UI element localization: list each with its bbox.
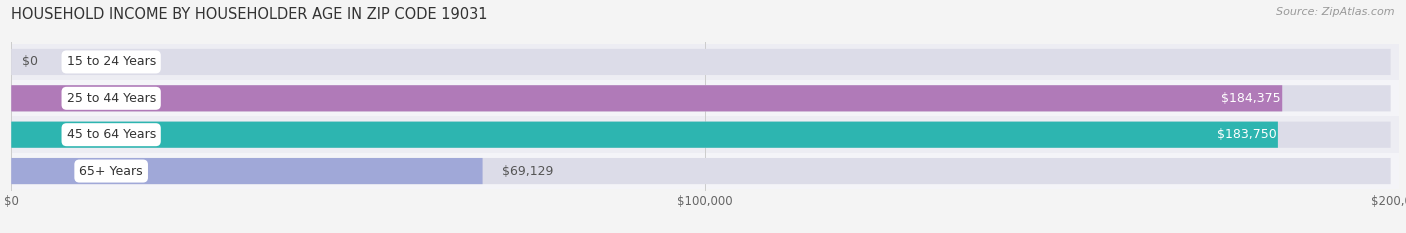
Bar xyxy=(11,80,1399,116)
FancyBboxPatch shape xyxy=(11,85,1282,111)
FancyBboxPatch shape xyxy=(11,122,1391,148)
FancyBboxPatch shape xyxy=(11,85,1391,111)
Text: $184,375: $184,375 xyxy=(1222,92,1281,105)
FancyBboxPatch shape xyxy=(11,49,1391,75)
Text: $183,750: $183,750 xyxy=(1216,128,1277,141)
Bar xyxy=(11,44,1399,80)
Text: 45 to 64 Years: 45 to 64 Years xyxy=(66,128,156,141)
FancyBboxPatch shape xyxy=(11,158,482,184)
Text: 25 to 44 Years: 25 to 44 Years xyxy=(66,92,156,105)
FancyBboxPatch shape xyxy=(11,158,1391,184)
Text: 65+ Years: 65+ Years xyxy=(79,164,143,178)
Text: HOUSEHOLD INCOME BY HOUSEHOLDER AGE IN ZIP CODE 19031: HOUSEHOLD INCOME BY HOUSEHOLDER AGE IN Z… xyxy=(11,7,488,22)
FancyBboxPatch shape xyxy=(11,122,1278,148)
Text: $69,129: $69,129 xyxy=(502,164,554,178)
Text: 15 to 24 Years: 15 to 24 Years xyxy=(66,55,156,69)
Text: $0: $0 xyxy=(22,55,38,69)
Bar xyxy=(11,116,1399,153)
Bar xyxy=(11,153,1399,189)
Text: Source: ZipAtlas.com: Source: ZipAtlas.com xyxy=(1277,7,1395,17)
